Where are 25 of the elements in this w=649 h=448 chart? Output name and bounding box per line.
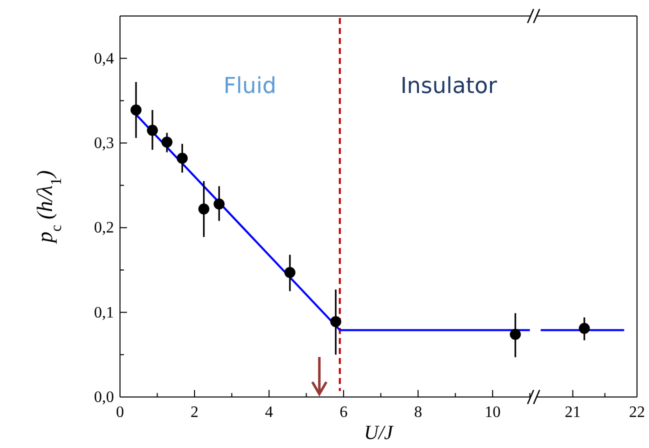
y-tick-label: 0,4 bbox=[94, 50, 114, 68]
x-tick-label: 4 bbox=[265, 404, 274, 421]
point bbox=[284, 267, 296, 278]
point bbox=[176, 152, 188, 164]
y-tick-label: 0,0 bbox=[94, 389, 114, 406]
y-tick-label: 0,2 bbox=[94, 220, 114, 237]
y-tick-label: 0,1 bbox=[94, 304, 114, 322]
x-tick-label: 21 bbox=[564, 404, 581, 421]
point bbox=[330, 316, 342, 328]
point bbox=[161, 136, 172, 148]
x-tick-label: 8 bbox=[414, 404, 422, 421]
point bbox=[198, 204, 210, 215]
x-tick-label: 10 bbox=[484, 404, 501, 421]
point bbox=[130, 104, 142, 116]
x-tick-label: 22 bbox=[629, 404, 645, 421]
x-axis-title: U/J bbox=[364, 422, 394, 444]
x-tick-label: 0 bbox=[116, 404, 124, 421]
point bbox=[510, 328, 521, 340]
point bbox=[146, 124, 158, 136]
x-tick-label: 6 bbox=[340, 404, 348, 421]
annotation: Fluid bbox=[224, 74, 276, 99]
x-tick-label: 2 bbox=[190, 404, 199, 421]
point bbox=[214, 198, 225, 210]
annotation: Insulator bbox=[400, 74, 498, 99]
y-tick-label: 0,3 bbox=[94, 135, 114, 152]
